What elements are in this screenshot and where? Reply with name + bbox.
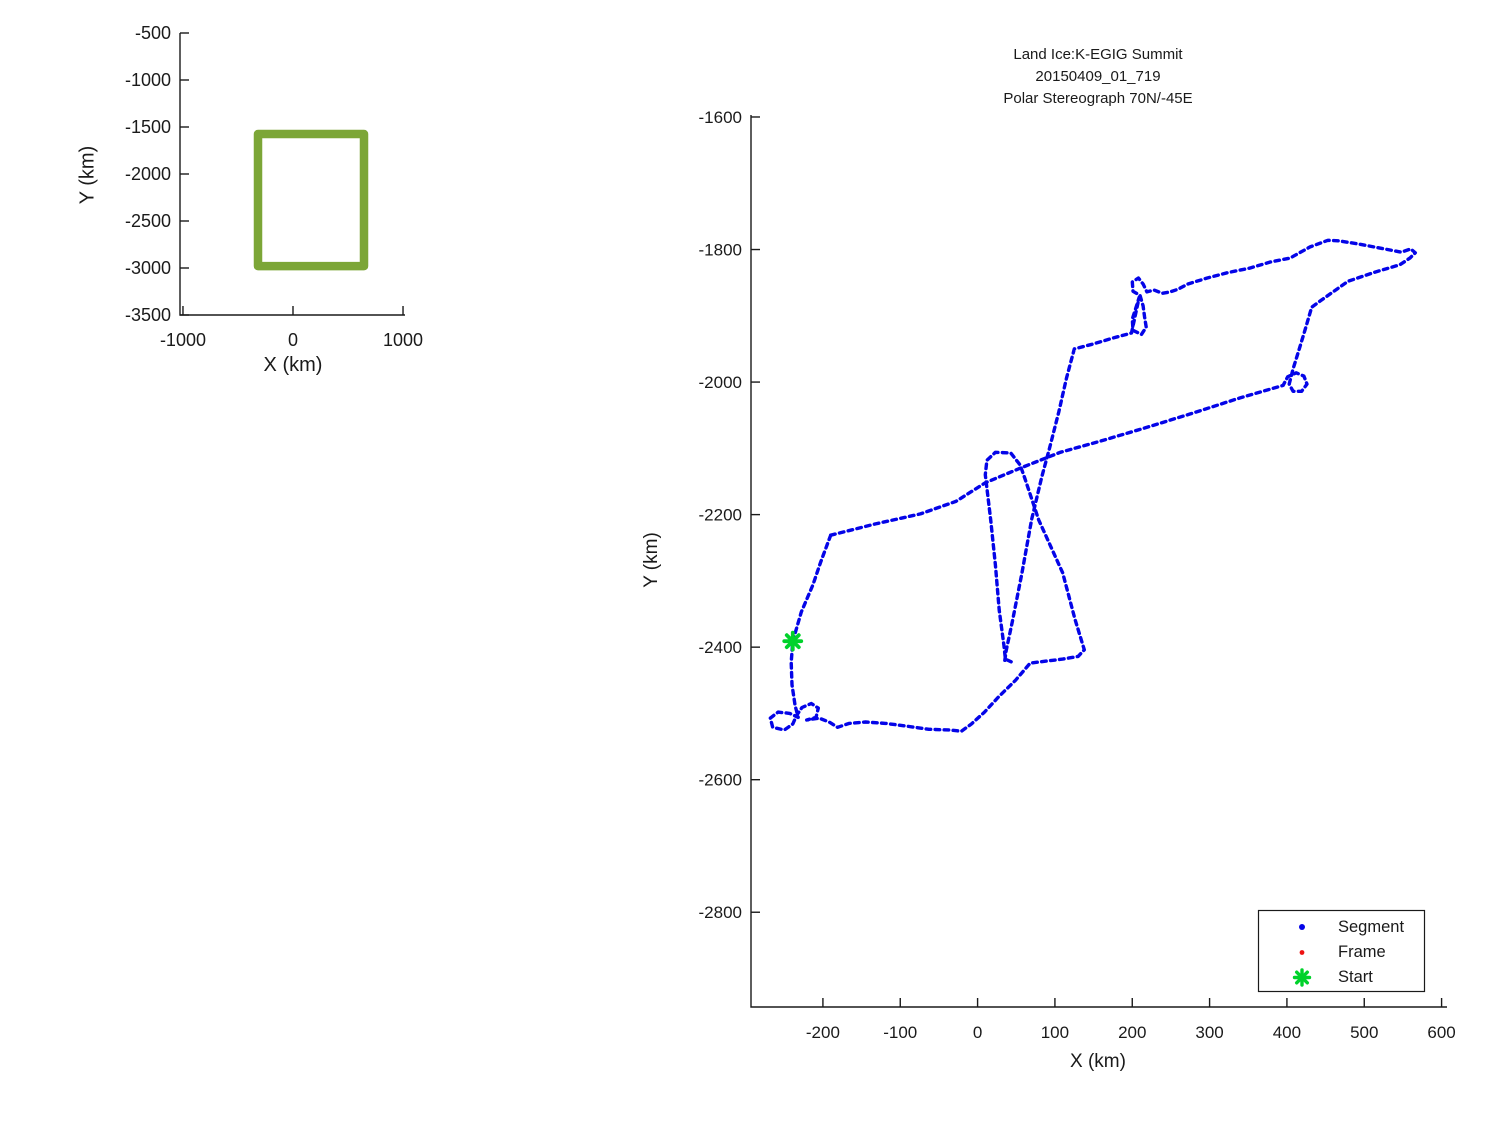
start-marker — [784, 633, 801, 650]
y-tick-label: -2000 — [699, 373, 742, 392]
title-line-1: Land Ice:K-EGIG Summit — [1013, 46, 1183, 63]
legend-marker-asterisk — [1294, 970, 1310, 985]
legend-marker-dot — [1299, 950, 1305, 955]
y-tick-label: -3000 — [125, 258, 171, 278]
x-tick-label: 300 — [1195, 1023, 1223, 1042]
axis-lines — [750, 115, 1447, 1008]
x-tick-label: -1000 — [160, 330, 206, 350]
y-tick-label: -1500 — [125, 117, 171, 137]
segment-track-transit-east-top — [829, 238, 1418, 663]
y-tick-label: -2500 — [125, 211, 171, 231]
legend-label-start: Start — [1338, 968, 1373, 986]
y-tick-label: -3500 — [125, 305, 171, 325]
legend-marker-dot — [1299, 924, 1305, 930]
legend-box — [1257, 909, 1426, 993]
x-tick-label: 400 — [1273, 1023, 1301, 1042]
x-tick-label: 500 — [1350, 1023, 1378, 1042]
segment-track-west-bottom-racetrack — [768, 450, 1087, 733]
chart-title: Land Ice:K-EGIG Summit 20150409_01_719 P… — [1003, 44, 1192, 110]
title-line-2: 20150409_01_719 — [1035, 68, 1161, 85]
coverage-box — [253, 129, 369, 271]
main-x-axis-label: X (km) — [1070, 1051, 1126, 1072]
y-tick-label: -1800 — [699, 241, 742, 260]
y-tick-label: -2600 — [699, 771, 742, 790]
legend-label-frame: Frame — [1338, 943, 1386, 961]
x-tick-label: 0 — [288, 330, 298, 350]
legend-label-segment: Segment — [1338, 918, 1405, 936]
x-tick-label: 100 — [1041, 1023, 1069, 1042]
axis-lines — [179, 33, 405, 316]
y-tick-label: -1600 — [699, 108, 742, 127]
overview-y-axis-label: Y (km) — [76, 145, 99, 205]
y-tick-label: -2400 — [699, 638, 742, 657]
x-tick-label: 0 — [973, 1023, 982, 1042]
x-tick-label: 1000 — [383, 330, 423, 350]
x-tick-label: 200 — [1118, 1023, 1146, 1042]
x-tick-label: -200 — [806, 1023, 840, 1042]
main-y-axis-label: Y (km) — [641, 532, 662, 588]
y-tick-label: -2800 — [699, 903, 742, 922]
overview-x-axis-label: X (km) — [263, 354, 323, 376]
y-tick-label: -1000 — [125, 70, 171, 90]
x-tick-label: 600 — [1427, 1023, 1455, 1042]
y-tick-label: -500 — [135, 23, 171, 43]
x-tick-label: -100 — [883, 1023, 917, 1042]
title-line-3: Polar Stereograph 70N/-45E — [1003, 90, 1193, 107]
y-tick-label: -2200 — [699, 506, 742, 525]
y-tick-label: -2000 — [125, 164, 171, 184]
